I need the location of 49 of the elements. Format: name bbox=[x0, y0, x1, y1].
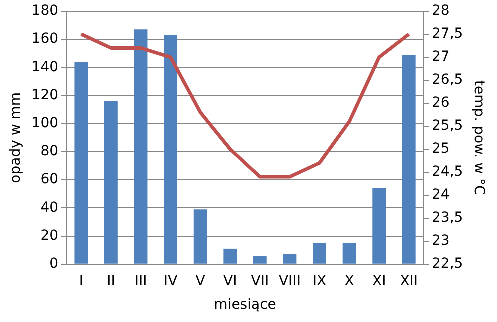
y2-tick-label: 22,5 bbox=[432, 256, 464, 272]
y2-tick-label: 24,5 bbox=[432, 164, 464, 180]
y2-tick-label: 27 bbox=[432, 49, 450, 66]
y-tick-label: 120 bbox=[32, 87, 59, 104]
y2-tick-label: 23 bbox=[432, 233, 450, 250]
bar bbox=[194, 210, 208, 264]
y2-tick-label: 24 bbox=[432, 187, 450, 204]
y2-tick-label: 27,5 bbox=[432, 26, 464, 42]
y-tick-label: 60 bbox=[40, 172, 59, 188]
x-tick-label: VI bbox=[224, 273, 238, 290]
y2-tick-label: 25 bbox=[432, 141, 450, 158]
bar bbox=[313, 243, 326, 264]
x-tick-label: V bbox=[196, 273, 206, 290]
y2-tick-label: 23,5 bbox=[432, 210, 464, 226]
x-tick-label: XII bbox=[400, 273, 418, 290]
y2-tick-label: 26,5 bbox=[432, 72, 464, 88]
bar bbox=[74, 62, 88, 264]
bar bbox=[104, 101, 118, 264]
bar bbox=[372, 188, 386, 264]
bar bbox=[283, 254, 297, 264]
bar bbox=[134, 30, 148, 264]
y-tick-label: 140 bbox=[32, 59, 59, 76]
y-tick-label: 40 bbox=[40, 200, 59, 216]
y-tick-label: 0 bbox=[50, 256, 59, 272]
x-tick-label: IV bbox=[164, 273, 178, 290]
y2-tick-label: 25,5 bbox=[432, 118, 464, 134]
y-tick-label: 100 bbox=[32, 115, 59, 132]
bar bbox=[253, 256, 267, 264]
y2-tick-label: 28 bbox=[432, 3, 450, 20]
bar bbox=[164, 35, 178, 264]
x-tick-label: VII bbox=[251, 273, 270, 290]
x-tick-label: XI bbox=[372, 273, 386, 290]
bar bbox=[402, 54, 416, 264]
x-axis-title: miesiące bbox=[214, 297, 276, 314]
x-tick-label: IX bbox=[312, 273, 328, 290]
bar bbox=[342, 243, 356, 264]
y-tick-label: 80 bbox=[40, 144, 59, 160]
x-tick-label: VIII bbox=[278, 273, 301, 290]
x-tick-label: X bbox=[344, 273, 355, 290]
y2-axis-title: temp. pow. w °C bbox=[470, 80, 487, 196]
y2-tick-label: 26 bbox=[432, 95, 450, 112]
bar bbox=[224, 248, 238, 264]
x-tick-label: III bbox=[134, 273, 148, 290]
y-tick-label: 160 bbox=[32, 31, 59, 48]
y-tick-label: 20 bbox=[40, 228, 59, 244]
x-tick-label: II bbox=[107, 273, 116, 290]
y-axis-title: opady w mm bbox=[8, 92, 24, 184]
x-tick-label: I bbox=[79, 273, 84, 290]
y-tick-label: 180 bbox=[32, 3, 59, 20]
